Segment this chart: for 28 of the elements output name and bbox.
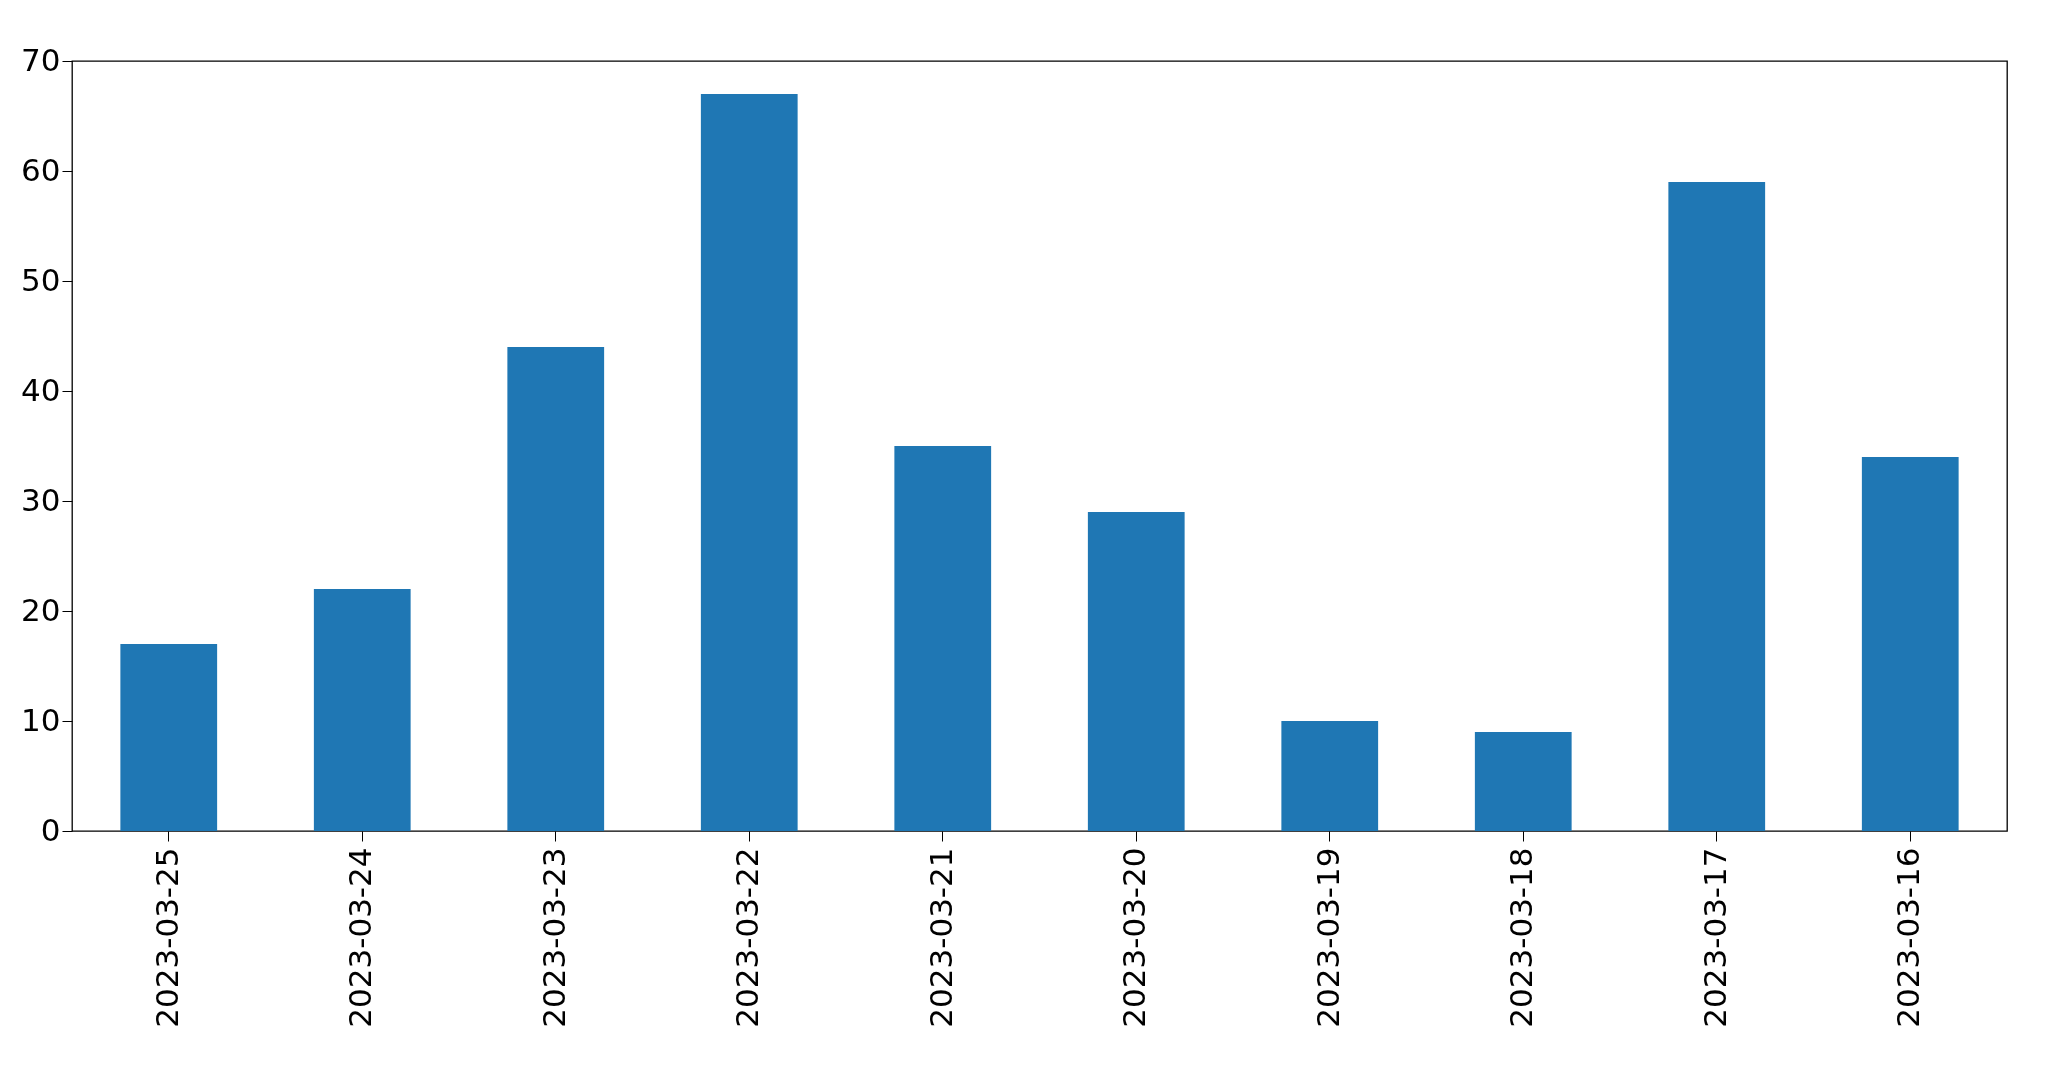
bar	[1087, 512, 1185, 831]
bar	[894, 446, 992, 831]
x-tick-label: 2023-03-23	[535, 847, 572, 1028]
y-tick-label: 30	[21, 481, 61, 518]
bar	[1474, 732, 1572, 831]
x-tick-label: 2023-03-18	[1503, 847, 1540, 1028]
x-tick-label: 2023-03-24	[342, 847, 379, 1028]
bar	[507, 347, 605, 831]
x-tick-label: 2023-03-19	[1309, 847, 1346, 1028]
bar	[1281, 721, 1379, 831]
x-tick-label: 2023-03-16	[1890, 847, 1927, 1028]
y-tick-label: 70	[21, 41, 61, 78]
y-tick-label: 20	[21, 591, 61, 628]
y-tick-label: 50	[21, 261, 61, 298]
bar	[120, 644, 218, 831]
y-tick-label: 40	[21, 371, 61, 408]
x-tick-label: 2023-03-25	[148, 847, 185, 1028]
y-tick-label: 0	[40, 811, 61, 848]
bar	[313, 589, 411, 831]
y-tick-label: 10	[21, 701, 61, 738]
x-tick-label: 2023-03-22	[729, 847, 766, 1028]
bar	[1861, 457, 1959, 831]
x-tick-label: 2023-03-21	[922, 847, 959, 1028]
bar	[1668, 182, 1766, 831]
x-tick-label: 2023-03-20	[1116, 847, 1153, 1028]
x-tick-label: 2023-03-17	[1696, 847, 1733, 1028]
bar	[700, 94, 798, 831]
y-tick-label: 60	[21, 151, 61, 188]
